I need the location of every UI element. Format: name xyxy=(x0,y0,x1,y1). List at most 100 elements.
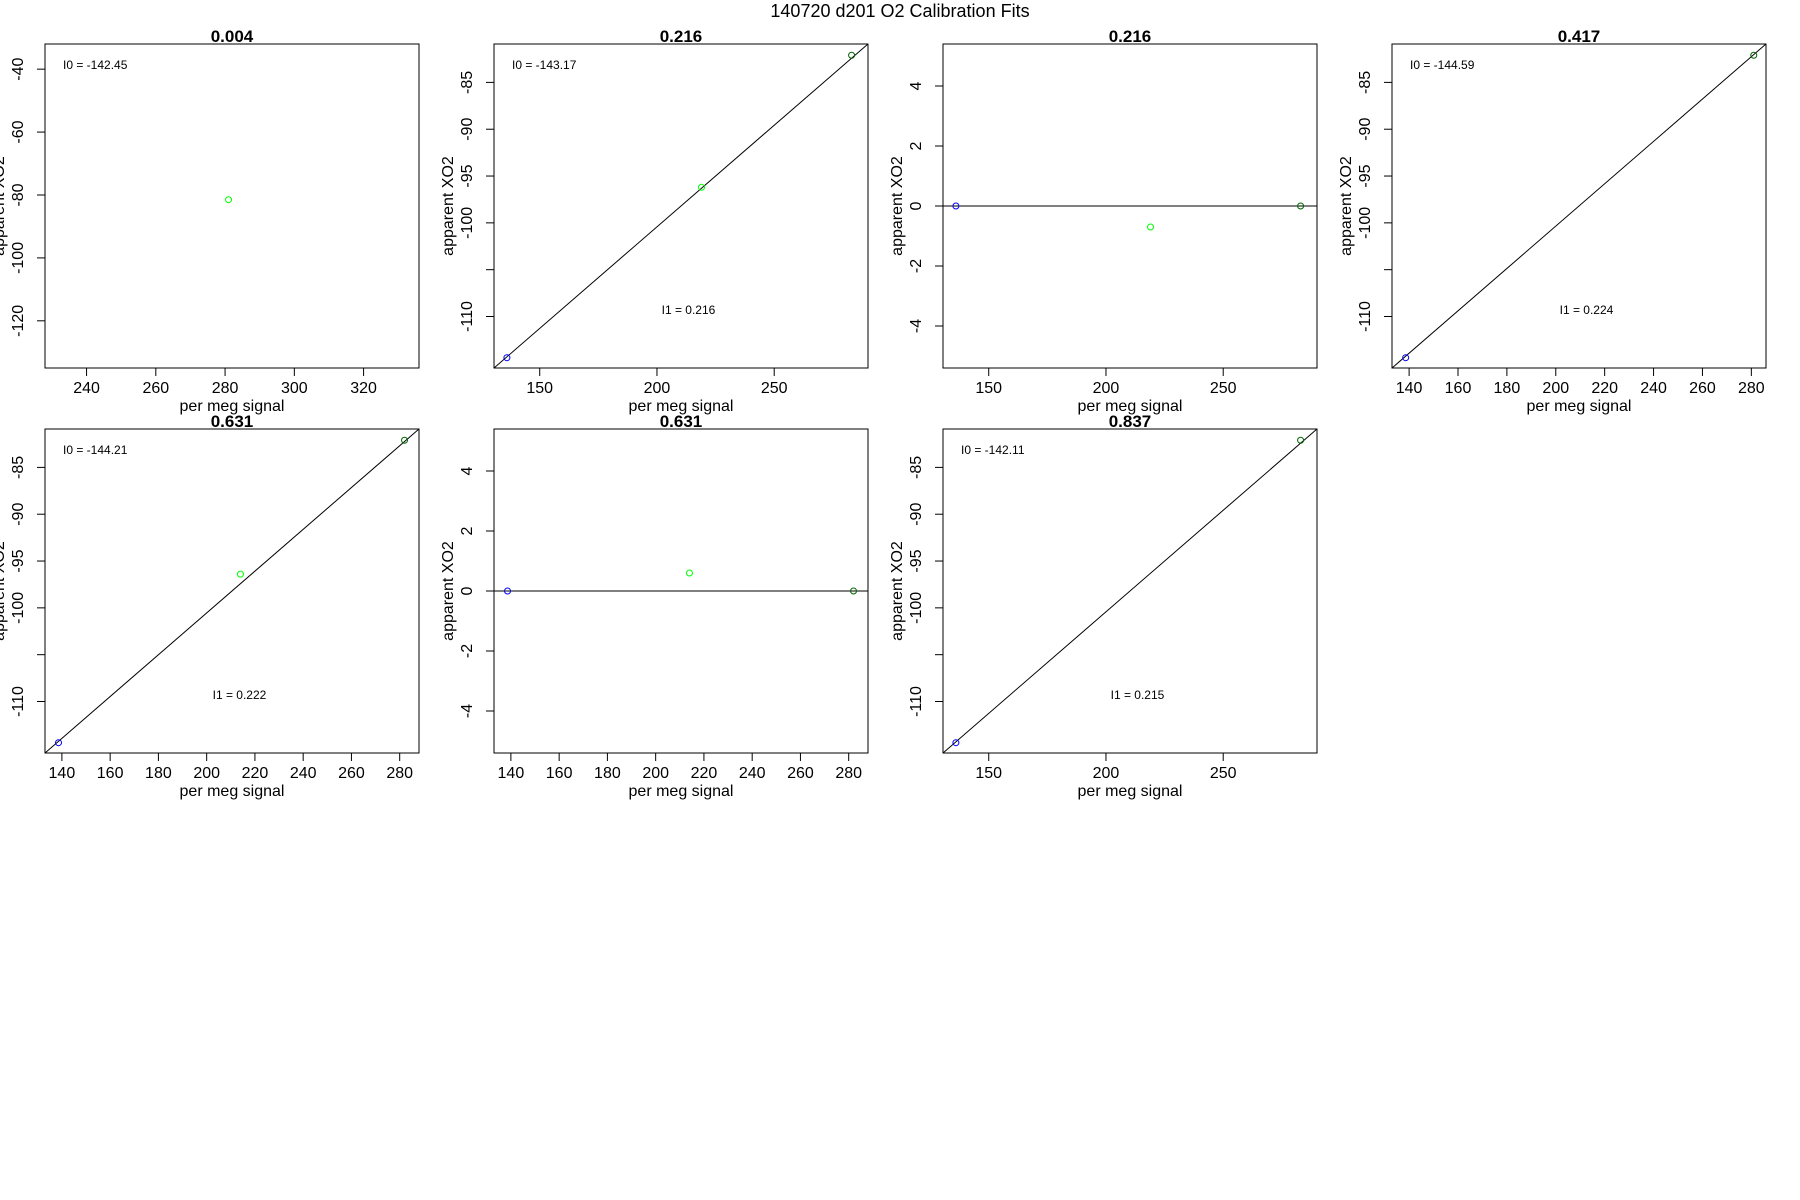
y-tick-label: -40 xyxy=(10,58,27,81)
panel-title: 0.216 xyxy=(1109,27,1152,46)
data-point xyxy=(55,739,63,747)
x-tick-label: 250 xyxy=(1210,765,1237,782)
x-tick-label: 280 xyxy=(1738,380,1765,397)
y-axis-label: apparent XO2 xyxy=(889,541,906,641)
y-axis-label: apparent XO2 xyxy=(440,156,457,256)
data-point xyxy=(401,436,409,444)
data-point xyxy=(225,196,233,204)
data-point xyxy=(1297,202,1305,210)
y-tick-label: -2 xyxy=(459,644,476,658)
y-tick-label: -85 xyxy=(10,456,27,479)
x-tick-label: 250 xyxy=(761,380,788,397)
x-tick-label: 160 xyxy=(546,765,573,782)
x-tick-label: 200 xyxy=(1093,765,1120,782)
x-tick-label: 140 xyxy=(49,765,76,782)
x-tick-label: 240 xyxy=(73,380,100,397)
fit-line xyxy=(943,429,1317,753)
fit-line xyxy=(1392,44,1766,368)
panel-title: 0.004 xyxy=(211,27,254,46)
plot-frame xyxy=(1391,43,1767,369)
calibration-panel-2: 0.216 150 200 250 -85 -90 -95 -100 -110 per meg s… xyxy=(440,27,869,415)
y-tick-label: -2 xyxy=(908,259,925,273)
panel-title: 0.216 xyxy=(660,27,703,46)
data-point xyxy=(952,202,960,210)
data-point xyxy=(504,587,512,595)
y-tick-label: 2 xyxy=(908,141,925,150)
y-axis-label: apparent XO2 xyxy=(1338,156,1355,256)
data-point xyxy=(685,569,693,577)
calibration-panel-3: 0.216 150 200 250 4 2 0 -2 -4 per meg signal appar… xyxy=(889,27,1318,415)
intercept-annotation: I0 = -144.21 xyxy=(63,443,128,457)
figure-title: 140720 d201 O2 Calibration Fits xyxy=(770,1,1030,21)
slope-annotation: I1 = 0.215 xyxy=(1111,688,1165,702)
x-tick-label: 260 xyxy=(1689,380,1716,397)
y-tick-label: -85 xyxy=(908,456,925,479)
x-tick-label: 180 xyxy=(594,765,621,782)
x-tick-label: 300 xyxy=(281,380,308,397)
intercept-annotation: I0 = -143.17 xyxy=(512,58,577,72)
calibration-panel-7: 0.837 150 200 250 -85 -90 -95 -100 -110 per meg s… xyxy=(889,412,1318,800)
y-tick-label: -85 xyxy=(459,71,476,94)
x-axis-label: per meg signal xyxy=(629,398,734,415)
x-tick-label: 260 xyxy=(142,380,169,397)
calibration-panel-5: 0.631 140 160 180 200 220 240 260 280 -85 -90 -95 -1… xyxy=(0,412,420,800)
x-tick-label: 280 xyxy=(835,765,862,782)
y-tick-label: -100 xyxy=(10,242,27,274)
x-tick-label: 250 xyxy=(1210,380,1237,397)
y-tick-label: -90 xyxy=(10,503,27,526)
y-axis-label: apparent XO2 xyxy=(0,541,8,641)
y-tick-label: -110 xyxy=(1357,301,1374,332)
x-tick-label: 150 xyxy=(975,380,1002,397)
y-tick-label: -100 xyxy=(1357,207,1374,239)
x-tick-label: 200 xyxy=(642,765,669,782)
x-tick-label: 160 xyxy=(97,765,124,782)
data-point xyxy=(1402,354,1410,362)
x-tick-label: 240 xyxy=(1640,380,1667,397)
x-axis-label: per meg signal xyxy=(180,783,285,800)
y-tick-label: -100 xyxy=(908,592,925,624)
y-tick-label: 0 xyxy=(459,586,476,595)
slope-annotation: I1 = 0.222 xyxy=(213,688,267,702)
x-tick-label: 260 xyxy=(338,765,365,782)
y-tick-label: -120 xyxy=(10,305,27,337)
y-tick-label: -95 xyxy=(1357,164,1374,187)
plot-frame xyxy=(493,43,869,369)
x-tick-label: 280 xyxy=(212,380,239,397)
y-tick-label: -95 xyxy=(908,549,925,572)
x-tick-label: 220 xyxy=(1591,380,1618,397)
x-axis-label: per meg signal xyxy=(1078,783,1183,800)
data-point xyxy=(1750,51,1758,59)
calibration-panel-1: 0.004 240 260 280 300 320 -40 -60 -80 -100 -120 per… xyxy=(0,27,420,415)
calibration-panel-6: 0.631 140 160 180 200 220 240 260 280 4 2 0 -2 -4 per … xyxy=(440,412,869,800)
x-tick-label: 220 xyxy=(242,765,269,782)
plot-frame xyxy=(44,43,420,369)
y-tick-label: -95 xyxy=(459,164,476,187)
y-tick-label: -100 xyxy=(10,592,27,624)
y-tick-label: -110 xyxy=(10,686,27,717)
x-tick-label: 140 xyxy=(1396,380,1423,397)
calibration-panel-4: 0.417 140 160 180 200 220 240 260 280 -85 -90 -95 -1… xyxy=(1338,27,1767,415)
y-tick-label: -80 xyxy=(10,183,27,206)
fit-line xyxy=(45,429,419,753)
x-tick-label: 200 xyxy=(644,380,671,397)
y-axis-label: apparent XO2 xyxy=(889,156,906,256)
panel-title: 0.417 xyxy=(1558,27,1601,46)
y-axis-label: apparent XO2 xyxy=(0,156,8,256)
y-tick-label: 4 xyxy=(459,466,476,475)
y-tick-label: -110 xyxy=(459,301,476,332)
intercept-annotation: I0 = -144.59 xyxy=(1410,58,1475,72)
x-tick-label: 280 xyxy=(386,765,413,782)
x-tick-label: 150 xyxy=(526,380,553,397)
y-tick-label: -110 xyxy=(908,686,925,717)
x-tick-label: 180 xyxy=(1494,380,1521,397)
fit-line xyxy=(494,44,868,368)
x-axis-label: per meg signal xyxy=(629,783,734,800)
y-tick-label: -90 xyxy=(908,503,925,526)
x-axis-label: per meg signal xyxy=(180,398,285,415)
y-tick-label: -100 xyxy=(459,207,476,239)
plot-frame xyxy=(44,428,420,754)
x-tick-label: 240 xyxy=(739,765,766,782)
x-tick-label: 180 xyxy=(145,765,172,782)
data-point xyxy=(848,51,856,59)
x-tick-label: 140 xyxy=(498,765,525,782)
